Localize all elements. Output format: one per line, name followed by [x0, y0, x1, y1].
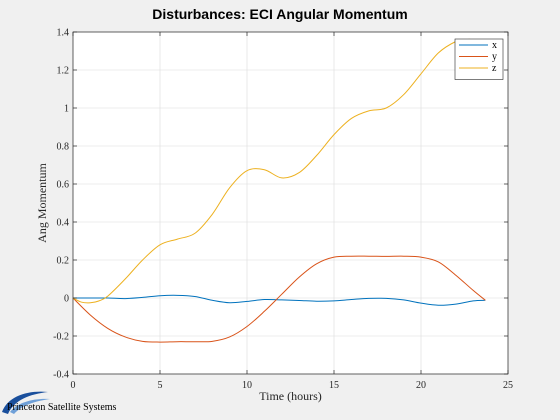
- x-tick-label: 5: [158, 380, 163, 391]
- legend[interactable]: xyz: [454, 38, 504, 80]
- series-line-y: [72, 255, 486, 343]
- y-tick-label: 0.4: [57, 218, 70, 229]
- y-tick-label: -0.4: [53, 370, 69, 381]
- series-line-x: [72, 294, 486, 306]
- x-axis-label: Time (hours): [259, 389, 322, 403]
- series-layer: [72, 38, 486, 343]
- legend-label-z: z: [492, 63, 497, 74]
- y-tick-label: -0.2: [53, 332, 69, 343]
- y-tick-label: 0.6: [57, 180, 70, 191]
- legend-label-x: x: [492, 40, 497, 51]
- x-tick-label: 10: [242, 380, 252, 391]
- y-tick-label: 0.8: [57, 142, 70, 153]
- legend-box: [454, 38, 504, 80]
- plot-area: [73, 32, 508, 374]
- x-tick-label: 20: [416, 380, 426, 391]
- legend-label-y: y: [492, 52, 497, 63]
- y-tick-label: 1.4: [57, 28, 70, 39]
- y-tick-label: 0: [64, 294, 69, 305]
- plot-frame: [72, 31, 509, 375]
- x-tick-label: 0: [71, 380, 76, 391]
- x-tick-label: 15: [329, 380, 339, 391]
- y-tick-label: 1: [64, 104, 69, 115]
- y-axis-label: Ang Momentum: [35, 163, 49, 243]
- x-tick-label: 25: [503, 380, 513, 391]
- logo-text: Princeton Satellite Systems: [7, 402, 117, 413]
- chart-title: Disturbances: ECI Angular Momentum: [152, 6, 407, 22]
- ticks: 0 5 10 15 20 25 -0.4 -0.2 0 0.2 0.4 0.6 0.8 1 1.2 1.4: [53, 28, 513, 392]
- logo-swoosh-accent-icon: [10, 398, 50, 414]
- y-tick-label: 1.2: [57, 66, 70, 77]
- series-line-z: [72, 38, 486, 304]
- logo-swoosh-icon: [2, 391, 48, 414]
- y-tick-label: 0.2: [57, 256, 70, 267]
- company-logo: Princeton Satellite Systems: [2, 391, 117, 414]
